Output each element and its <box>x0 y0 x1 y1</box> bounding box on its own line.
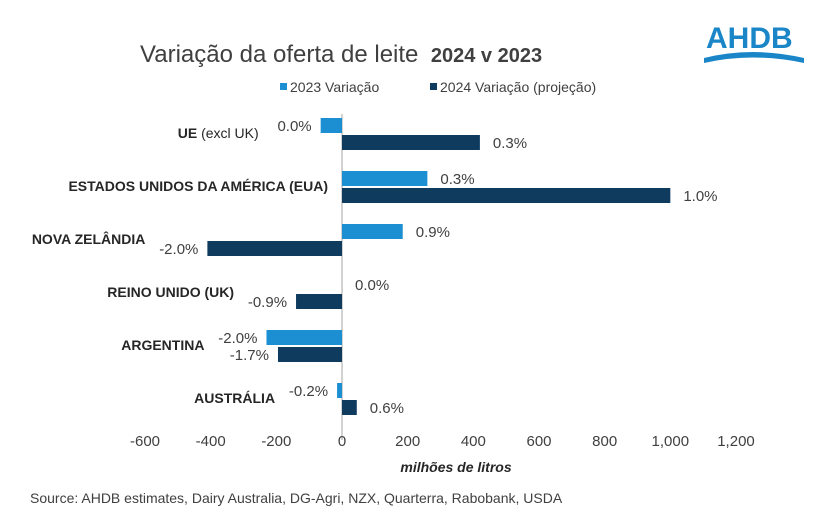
x-tick-label: 400 <box>461 433 486 450</box>
x-tick-label: 200 <box>395 433 420 450</box>
legend-swatch-2023 <box>280 83 287 90</box>
legend-swatch-2024 <box>430 83 437 90</box>
chart-title-main: Variação da oferta de leite <box>140 41 418 68</box>
data-label: 0.6% <box>370 400 404 417</box>
x-tick-label: 600 <box>526 433 551 450</box>
category-label: NOVA ZELÂNDIA <box>32 230 146 247</box>
bar-2024 <box>342 400 357 415</box>
bar-2023 <box>342 171 428 186</box>
plot-area: 0.0% 0.3% UE (excl UK) 0.3% 1.0% ESTADOS UNID… <box>32 114 755 450</box>
x-tick-label: -400 <box>196 433 226 450</box>
data-label: 0.0% <box>355 277 389 294</box>
bar-2024 <box>342 135 480 150</box>
bar-2023 <box>320 118 342 133</box>
data-label: -1.7% <box>230 347 269 364</box>
data-label: 0.3% <box>493 135 527 152</box>
data-label: 0.9% <box>416 224 450 241</box>
x-tick-label: -200 <box>261 433 291 450</box>
bar-2024 <box>342 188 671 203</box>
category-label: ESTADOS UNIDOS DA AMÉRICA (EUA) <box>68 178 328 194</box>
category-label: UE (excl UK) <box>178 125 259 141</box>
data-label: 1.0% <box>683 188 717 205</box>
x-tick-label: 800 <box>592 433 617 450</box>
legend: 2023 Variação 2024 Variação (projeção) <box>280 79 596 95</box>
bar-2023 <box>342 224 403 239</box>
data-label: -2.0% <box>159 241 198 258</box>
category-label: AUSTRÁLIA <box>194 390 275 406</box>
data-label: -0.2% <box>289 383 328 400</box>
source-note: Source: AHDB estimates, Dairy Australia,… <box>30 490 563 506</box>
logo-swoosh-icon <box>704 52 804 63</box>
data-label: 0.3% <box>440 171 474 188</box>
data-label: 0.0% <box>277 118 311 135</box>
x-tick-label: -600 <box>130 433 160 450</box>
legend-label-2023: 2023 Variação <box>290 79 379 95</box>
bar-2023 <box>337 383 342 398</box>
bar-2024 <box>277 347 342 362</box>
x-tick-label: 1,000 <box>652 433 690 450</box>
category-label: REINO UNIDO (UK) <box>107 284 234 300</box>
logo-text: AHDB <box>706 22 793 55</box>
bar-2024 <box>296 294 342 309</box>
chart-title-bold: 2024 v 2023 <box>431 45 542 67</box>
x-tick-label: 1,200 <box>717 433 755 450</box>
data-label: -0.9% <box>248 294 287 311</box>
bar-2024 <box>207 241 342 256</box>
chart-title: Variação da oferta de leite 2024 v 2023 <box>140 41 542 68</box>
ahdb-logo: AHDB <box>704 22 804 63</box>
legend-label-2024: 2024 Variação (projeção) <box>440 79 596 95</box>
data-label: -2.0% <box>218 330 257 347</box>
x-tick-label: 0 <box>338 433 346 450</box>
bar-2023 <box>266 330 342 345</box>
x-axis-title: milhões de litros <box>400 459 511 475</box>
category-label: ARGENTINA <box>121 337 204 353</box>
